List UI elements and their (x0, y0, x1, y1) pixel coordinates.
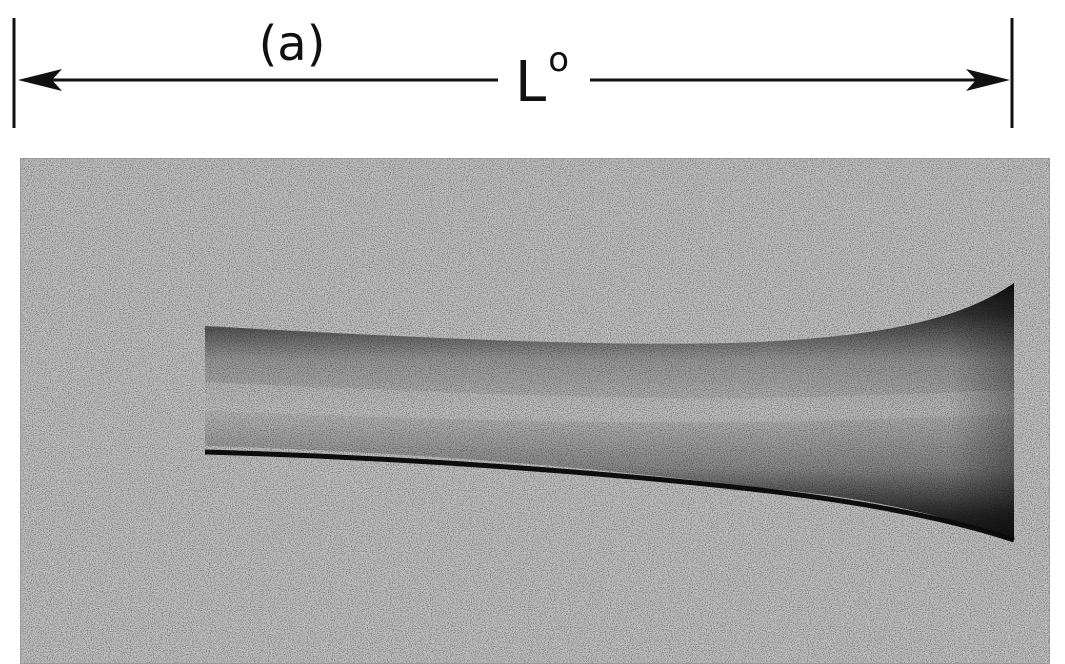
length-symbol: L (515, 50, 546, 115)
length-superscript: o (548, 40, 569, 80)
length-label: Lo (515, 40, 569, 115)
panel-label: (a) (259, 16, 326, 72)
right-arrowhead (966, 69, 1010, 91)
length-dimension (12, 18, 1014, 128)
photo-grain (20, 158, 1050, 664)
specimen-photograph (20, 158, 1050, 664)
left-arrowhead (18, 69, 62, 91)
